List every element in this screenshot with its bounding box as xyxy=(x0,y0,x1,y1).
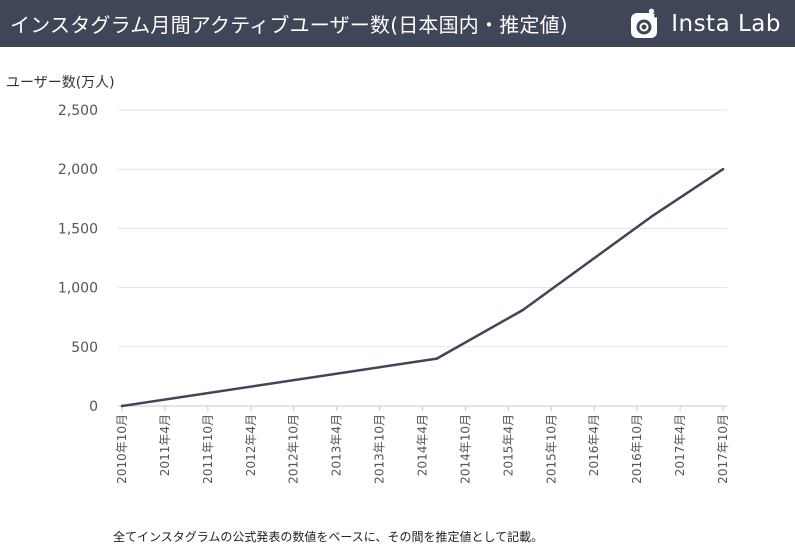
x-tick-label: 2014年4月 xyxy=(416,414,430,476)
x-tick-label: 2017年4月 xyxy=(673,414,687,476)
y-tick-label: 2,000 xyxy=(58,162,98,178)
x-tick-label: 2016年4月 xyxy=(587,414,601,476)
x-tick-label: 2017年10月 xyxy=(716,414,730,484)
camera-icon xyxy=(631,8,658,38)
data-point xyxy=(435,357,439,360)
x-tick-label: 2011年4月 xyxy=(158,414,172,476)
x-tick-label: 2012年4月 xyxy=(244,414,258,476)
y-tick-label: 1,000 xyxy=(58,281,98,297)
y-tick-label: 2,500 xyxy=(58,103,98,119)
y-tick-label: 0 xyxy=(89,399,98,415)
x-tick-label: 2011年10月 xyxy=(201,414,215,484)
x-tick-label: 2012年10月 xyxy=(287,414,301,484)
x-tick-label: 2014年10月 xyxy=(458,414,472,484)
footnote: 全てインスタグラムの公式発表の数値をベースに、その間を推定値として記載。 xyxy=(113,530,544,544)
data-point xyxy=(521,308,524,312)
series-lines xyxy=(120,167,725,408)
x-tick-label: 2016年10月 xyxy=(630,414,644,484)
data-point xyxy=(120,404,124,408)
brand-logo: Insta Lab xyxy=(629,7,781,41)
data-point xyxy=(721,168,725,171)
x-tick-labels: 2010年10月 2011年4月 2011年10月 2012年4月 2012年10月 20… xyxy=(115,414,730,484)
x-tick-label: 2013年10月 xyxy=(373,414,387,484)
header-bar: インスタグラム月間アクティブユーザー数(日本国内・推定値) Insta Lab xyxy=(0,0,795,47)
page-title: インスタグラム月間アクティブユーザー数(日本国内・推定値) xyxy=(10,13,568,37)
y-axis-label: ユーザー数(万人) xyxy=(6,75,115,91)
y-tick-label: 500 xyxy=(71,340,98,356)
x-tick-label: 2013年4月 xyxy=(330,414,344,476)
brand-name: Insta Lab xyxy=(671,11,781,37)
x-tick-label: 2015年10月 xyxy=(544,414,558,484)
axes xyxy=(118,405,727,411)
y-tick-label: 1,500 xyxy=(58,221,98,237)
x-tick-label: 2010年10月 xyxy=(115,414,129,484)
gridlines xyxy=(118,109,727,348)
y-tick-labels: 0 500 1,000 1,500 2,000 2,500 xyxy=(58,103,98,415)
x-tick-label: 2015年4月 xyxy=(501,414,515,476)
data-point xyxy=(650,215,653,218)
